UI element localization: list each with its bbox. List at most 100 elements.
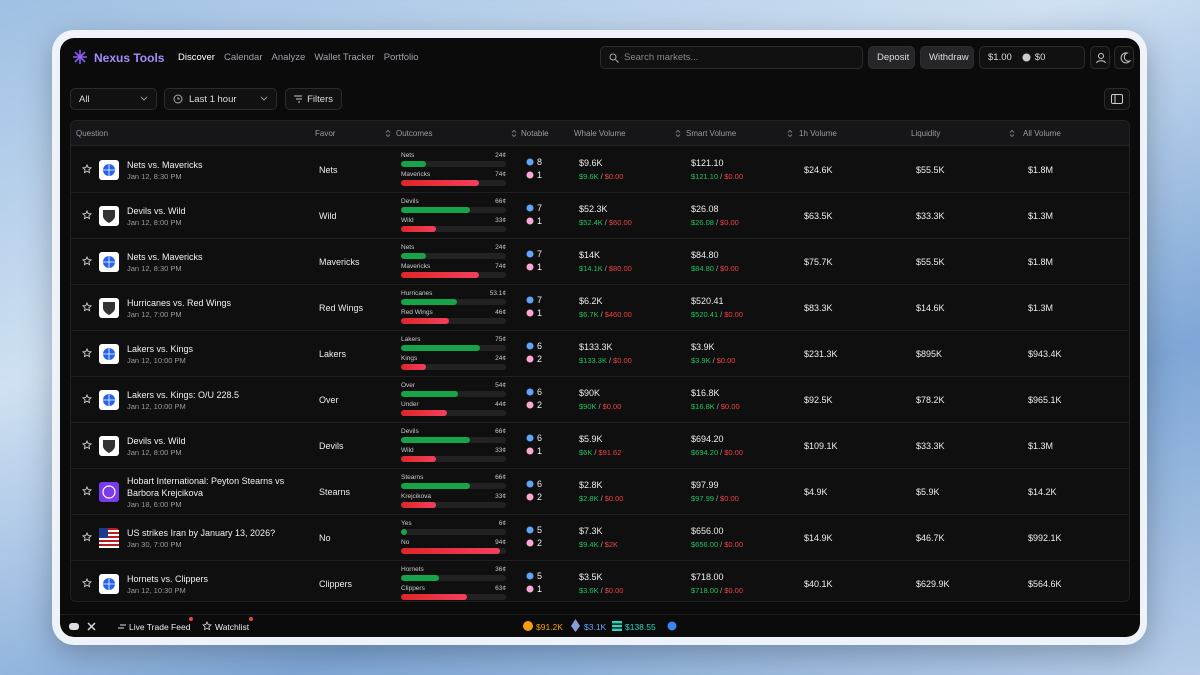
watch-star[interactable] — [82, 578, 92, 588]
column-header[interactable]: Smart Volume — [686, 129, 737, 138]
outcome-bar — [401, 529, 408, 535]
whale-icon — [526, 388, 534, 396]
question-date: Jan 12, 8:30 PM — [127, 264, 182, 273]
brain-icon — [526, 263, 534, 271]
smart-buy: $97.99 — [691, 494, 714, 503]
time-select[interactable]: Last 1 hour — [164, 88, 277, 110]
whale-breakdown: $133.3K / $0.00 — [579, 356, 632, 365]
nav-link[interactable]: Calendar — [223, 52, 263, 63]
whale-buy: $2.8K — [579, 494, 599, 503]
column-header[interactable]: All Volume — [1023, 129, 1061, 138]
table-row[interactable]: Hobart International: Peyton Stearns vs … — [71, 469, 1129, 515]
column-header[interactable]: Outcomes — [396, 129, 433, 138]
watch-star[interactable] — [82, 164, 92, 174]
favor: Nets — [319, 165, 338, 175]
x-icon[interactable] — [87, 622, 96, 631]
column-header[interactable]: 1h Volume — [799, 129, 837, 138]
outcome-bar — [401, 391, 458, 397]
table-row[interactable]: US strikes Iran by January 13, 2026? Jan … — [71, 515, 1129, 561]
discord-icon[interactable] — [69, 622, 79, 631]
nav-link[interactable]: Portfolio — [383, 52, 419, 63]
outcome-bar — [401, 161, 427, 167]
table-row[interactable]: Devils vs. Wild Jan 12, 8:00 PM Wild Devils… — [71, 193, 1129, 239]
brain-icon — [526, 355, 534, 363]
outcome-track — [401, 456, 506, 462]
search[interactable]: Search markets... — [600, 46, 863, 69]
withdraw-button[interactable]: Withdraw — [920, 46, 974, 69]
outcome-price: 33¢ — [495, 447, 506, 454]
smart-sell: $0.00 — [724, 540, 743, 549]
watch-star[interactable] — [82, 394, 92, 404]
table-row[interactable]: Hurricanes vs. Red Wings Jan 12, 7:00 PM R… — [71, 285, 1129, 331]
watch-star[interactable] — [82, 256, 92, 266]
league-icon — [99, 482, 119, 502]
panel-toggle[interactable] — [1104, 88, 1130, 110]
watch-star[interactable] — [82, 302, 92, 312]
outcome-bar — [401, 548, 500, 554]
smart-buy: $520.41 — [691, 310, 719, 319]
smart-volume: $656.00 — [691, 526, 724, 536]
all-volume: $1.3M — [1028, 441, 1054, 451]
volume-1h: $92.5K — [804, 395, 833, 405]
balance[interactable]: $1.00 $0 — [979, 46, 1085, 69]
favor: Devils — [319, 441, 344, 451]
nav-link[interactable]: Analyze — [271, 52, 306, 63]
nav-link[interactable]: Discover — [178, 52, 215, 63]
theme-button[interactable] — [1114, 46, 1134, 69]
table-row[interactable]: Nets vs. Mavericks Jan 12, 8:30 PM Maveric… — [71, 239, 1129, 285]
league-icon — [99, 436, 119, 456]
deposit-button[interactable]: Deposit — [868, 46, 915, 69]
table-row[interactable]: Nets vs. Mavericks Jan 12, 8:30 PM Nets Net… — [71, 147, 1129, 193]
token-icon — [1022, 53, 1031, 62]
outcome-track — [401, 502, 506, 508]
favor: Red Wings — [319, 303, 364, 313]
outcome-price: 33¢ — [495, 493, 506, 500]
table-row[interactable]: Devils vs. Wild Jan 12, 8:00 PM Devils Devi… — [71, 423, 1129, 469]
whale-buy: $3.6K — [579, 586, 599, 595]
smart-volume: $520.41 — [691, 296, 724, 306]
league-icon — [99, 160, 119, 180]
watch-star[interactable] — [82, 486, 92, 496]
table-row[interactable]: Hornets vs. Clippers Jan 12, 10:30 PM Clip… — [71, 561, 1129, 601]
question: Lakers vs. Kings Jan 12, 10:00 PM — [127, 331, 307, 377]
separator: / — [608, 356, 612, 365]
watchlist[interactable]: Watchlist — [215, 622, 250, 632]
separator: / — [604, 264, 607, 273]
live-feed[interactable]: Live Trade Feed — [129, 622, 191, 632]
nav-link[interactable]: Wallet Tracker — [314, 52, 375, 63]
separator: / — [720, 310, 723, 319]
whale-volume: $14K — [579, 250, 601, 260]
smart-breakdown: $16.8K / $0.00 — [691, 402, 740, 411]
column-header[interactable]: Liquidity — [911, 129, 941, 138]
question-title: Hobart International: Peyton Stearns vs … — [127, 476, 285, 498]
column-header[interactable]: Notable — [521, 129, 549, 138]
outcome-name: Hornets — [401, 566, 424, 573]
question: US strikes Iran by January 13, 2026? Jan … — [127, 515, 307, 561]
smart-count: 2 — [537, 400, 543, 410]
whale — [526, 204, 534, 212]
smart-count: 1 — [537, 308, 543, 318]
watch-star[interactable] — [82, 210, 92, 220]
column-header[interactable]: Whale Volume — [574, 129, 626, 138]
smart-volume: $97.99 — [691, 480, 719, 490]
watch-star[interactable] — [82, 532, 92, 542]
smart-count: 1 — [537, 262, 543, 272]
table-row[interactable]: Lakers vs. Kings: O/U 228.5 Jan 12, 10:00… — [71, 377, 1129, 423]
separator: / — [600, 586, 603, 595]
category-select[interactable]: All — [70, 88, 157, 110]
watch-star[interactable] — [82, 348, 92, 358]
whale-count: 5 — [537, 525, 543, 535]
whale-icon — [526, 296, 534, 304]
logo-icon — [73, 50, 87, 64]
icon-bg — [99, 482, 119, 502]
whale-sell: $2K — [604, 540, 619, 549]
watch-star[interactable] — [82, 440, 92, 450]
sort-icon — [787, 129, 793, 138]
whale-count: 6 — [537, 479, 543, 489]
column-header[interactable]: Question — [76, 129, 109, 138]
token-balance: $0 — [1034, 52, 1046, 63]
user-button[interactable] — [1090, 46, 1110, 69]
column-header[interactable]: Favor — [315, 129, 336, 138]
table-row[interactable]: Lakers vs. Kings Jan 12, 10:00 PM Lakers La… — [71, 331, 1129, 377]
filters-button[interactable]: Filters — [285, 88, 342, 110]
